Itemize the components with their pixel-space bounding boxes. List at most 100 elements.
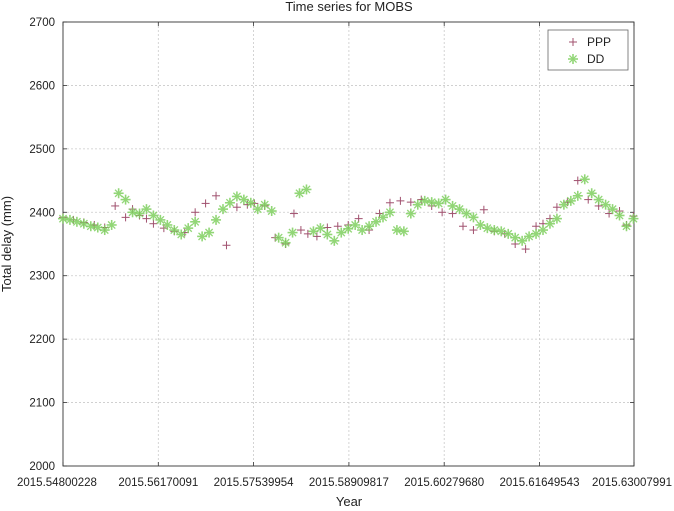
dd-point xyxy=(294,188,305,199)
y-tick-label: 2700 xyxy=(29,17,55,29)
dd-point xyxy=(531,228,542,239)
legend-plus-glyph xyxy=(569,38,577,46)
ppp-point xyxy=(289,209,298,218)
dd-point xyxy=(176,229,187,240)
ppp-point xyxy=(385,198,394,207)
x-tick-label: 2015.61649543 xyxy=(500,477,580,489)
dd-point xyxy=(503,228,514,239)
ppp-point xyxy=(438,208,447,217)
ppp-point xyxy=(479,205,488,214)
ppp-point xyxy=(201,199,210,208)
ppp-point xyxy=(459,222,468,231)
x-tick-label: 2015.58909817 xyxy=(309,477,389,489)
legend-marker-dd xyxy=(568,54,578,64)
dd-point xyxy=(538,225,549,236)
dd-point xyxy=(99,225,110,236)
dd-point xyxy=(517,235,528,246)
grid-lines xyxy=(63,22,634,466)
dd-point xyxy=(92,222,103,233)
dd-point xyxy=(336,227,347,238)
dd-point xyxy=(350,219,361,230)
ppp-point xyxy=(573,176,582,185)
dd-point xyxy=(85,221,96,232)
dd-point xyxy=(148,210,159,221)
dd-point xyxy=(586,188,597,199)
dd-point xyxy=(579,174,590,185)
ppp-point xyxy=(469,226,478,235)
dd-point xyxy=(384,207,395,218)
ppp-point xyxy=(212,191,221,200)
dd-point xyxy=(266,206,277,217)
dd-point xyxy=(468,212,479,223)
dd-point xyxy=(224,197,235,208)
y-tick-label: 2200 xyxy=(29,334,55,346)
dd-point xyxy=(322,229,333,240)
dd-point xyxy=(398,226,409,237)
dd-point xyxy=(190,216,201,227)
dd-point xyxy=(454,204,465,215)
legend-marker-ppp xyxy=(569,38,577,46)
dd-point xyxy=(357,225,368,236)
dd-point xyxy=(572,190,583,201)
dd-point xyxy=(204,227,215,238)
dd-point xyxy=(524,231,535,242)
dd-point xyxy=(273,232,284,243)
dd-point xyxy=(426,197,437,208)
y-tick-label: 2000 xyxy=(29,461,55,473)
dd-point xyxy=(419,195,430,206)
dd-point xyxy=(621,221,632,232)
ppp-point xyxy=(312,232,321,241)
dd-point xyxy=(197,231,208,242)
y-axis-ticks: 2000 2100 2200 2300 2400 2500 2600 2700 xyxy=(29,17,634,473)
dd-point xyxy=(106,219,117,230)
dd-point xyxy=(280,237,291,248)
dd-point xyxy=(162,219,173,230)
dd-point xyxy=(412,199,423,210)
dd-point xyxy=(134,208,145,219)
dd-point xyxy=(607,204,618,215)
dd-point xyxy=(211,214,222,225)
dd-point xyxy=(315,223,326,234)
ppp-point xyxy=(396,196,405,205)
legend-label-ppp: PPP xyxy=(587,35,611,49)
dd-point xyxy=(489,225,500,236)
y-tick-label: 2100 xyxy=(29,398,55,410)
dd-point xyxy=(252,204,263,215)
ppp-point xyxy=(149,219,158,228)
dd-point xyxy=(155,214,166,225)
ppp-point xyxy=(121,213,130,222)
dd-point xyxy=(217,204,228,215)
legend: PPP DD xyxy=(547,29,629,71)
dd-point xyxy=(343,223,354,234)
dd-point xyxy=(64,214,75,225)
dd-point xyxy=(551,213,562,224)
dd-point xyxy=(558,199,569,210)
legend-label-dd: DD xyxy=(587,52,605,66)
dd-point xyxy=(259,199,270,210)
y-tick-label: 2400 xyxy=(29,207,55,219)
dd-point xyxy=(141,204,152,215)
dd-point xyxy=(78,218,89,229)
dd-point xyxy=(565,195,576,206)
x-tick-label: 2015.63007991 xyxy=(592,477,672,489)
ppp-point xyxy=(142,214,151,223)
y-axis-label: Total delay (mm) xyxy=(0,196,14,292)
dd-point xyxy=(544,218,555,229)
legend-box xyxy=(547,29,629,71)
dd-point xyxy=(120,194,131,205)
dd-point xyxy=(475,219,486,230)
ppp-point xyxy=(375,209,384,218)
y-tick-label: 2600 xyxy=(29,80,55,92)
dd-point xyxy=(329,235,340,246)
dd-point xyxy=(183,223,194,234)
x-tick-label: 2015.56170091 xyxy=(118,477,198,489)
chart-title: Time series for MOBS xyxy=(285,0,413,14)
ppp-point xyxy=(605,209,614,218)
data-points xyxy=(57,174,639,254)
dd-point xyxy=(391,225,402,236)
ppp-point xyxy=(222,241,231,250)
dd-point xyxy=(482,223,493,234)
dd-point xyxy=(113,188,124,199)
ppp-point xyxy=(111,201,120,210)
